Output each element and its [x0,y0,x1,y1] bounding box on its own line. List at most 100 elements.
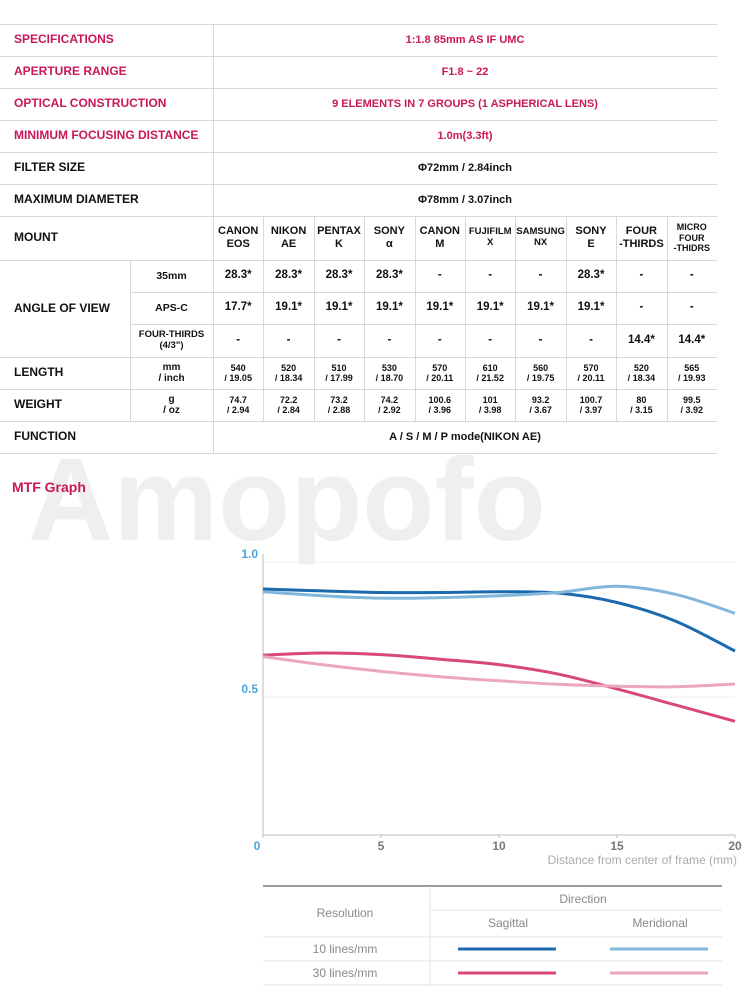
column-rule [414,260,416,292]
column-rule [515,357,517,389]
spec-value-text: 9 ELEMENTS IN 7 GROUPS (1 ASPHERICAL LEN… [332,97,598,110]
mtf-curve [262,587,736,653]
weight-label-text: WEIGHT [14,397,62,412]
angle-value: - [667,260,717,292]
weight-value-text: / 3.67 [529,405,552,415]
weight-value: 74.2/ 2.92 [364,389,414,421]
column-rule [213,152,214,184]
spec-value: 9 ELEMENTS IN 7 GROUPS (1 ASPHERICAL LEN… [213,88,717,120]
spec-label-text: MAXIMUM DIAMETER [14,192,139,207]
spec-label-text: APERTURE RANGE [14,64,127,79]
angle-value-text: - [689,301,694,314]
angle-value-text: - [689,269,694,282]
angle-value-text: 14.4* [678,333,706,346]
angle-value-text: 19.1* [527,301,555,314]
length-value-text: 510 [331,362,347,373]
mount-name-text: -THIRDS [619,238,664,250]
angle-value-text: 17.7* [224,301,252,314]
format-label-text: (4/3") [159,339,184,351]
weight-value: 100.6/ 3.96 [415,389,465,421]
row-rule [0,216,717,217]
column-rule [666,389,668,421]
weight-value-text: / 2.94 [226,405,250,415]
column-rule [515,216,517,260]
length-value: 570/ 20.11 [415,357,465,389]
length-value-text: / 18.34 [627,373,656,383]
angle-value-text: 19.1* [325,301,353,314]
column-rule [616,216,618,260]
spec-label: MAXIMUM DIAMETER [0,184,213,216]
column-rule [616,292,618,324]
spec-value: Φ72mm / 2.84inch [213,152,717,184]
column-rule [213,184,214,216]
angle-value: - [616,260,666,292]
weight-value: 99.5/ 3.92 [667,389,717,421]
length-value-text: / 19.93 [678,373,706,383]
mount-name-text: NX [533,237,548,248]
length-value: 560/ 19.75 [515,357,565,389]
angle-value: - [314,324,364,357]
weight-value-text: 100.6 [428,394,452,405]
row-rule [0,260,717,261]
angle-value-text: - [639,269,644,282]
column-rule [666,324,668,357]
column-rule [515,389,517,421]
length-value-text: / 19.75 [526,373,555,383]
legend-row: 30 lines/mm [313,966,378,980]
weight-value: 72.2/ 2.84 [263,389,313,421]
mount-name-text: EOS [226,238,250,250]
row-rule [0,389,717,390]
y-tick-label: 1.0 [241,547,258,561]
column-rule [213,88,214,120]
weight-value: 93.2/ 3.67 [515,389,565,421]
y-tick-label: 0.5 [241,682,258,696]
spec-label: SPECIFICATIONS [0,24,213,56]
column-rule [313,260,315,292]
angle-value: 19.1* [415,292,465,324]
mount-name: SONY E [566,216,616,260]
angle-value-text: 19.1* [577,301,605,314]
row-rule [0,357,130,358]
weight-unit-text: g [168,393,175,405]
column-rule [565,216,567,260]
row-rule [0,184,717,185]
mtf-curve [262,584,736,615]
length-value-text: 610 [482,362,498,373]
angle-value-text: - [488,269,493,282]
angle-value: 19.1* [566,292,616,324]
column-rule [414,292,416,324]
mount-name-text: CANON [218,225,259,238]
weight-value-text: / 2.92 [378,405,401,415]
spec-value-text: 1.0m(3.3ft) [437,129,493,142]
column-rule [515,260,517,292]
mtf-curve [262,651,736,723]
mount-name: CANON M [415,216,465,260]
mount-name-text: NIKON [270,225,307,238]
column-rule [414,324,416,357]
column-rule [313,357,315,389]
angle-label: ANGLE OF VIEW [0,260,130,357]
column-rule [616,389,618,421]
weight-value: 100.7/ 3.97 [566,389,616,421]
format-label-text: 35mm [156,269,187,282]
length-value-text: / 18.70 [375,373,404,383]
spec-value-text: Φ78mm / 3.07inch [417,193,512,206]
column-rule [213,292,214,324]
angle-value: - [616,292,666,324]
length-value-text: / 20.11 [426,373,454,383]
weight-value: 101/ 3.98 [465,389,515,421]
length-value-text: 560 [533,362,549,373]
legend-row-header: Resolution [317,906,374,920]
legend-column: Sagittal [488,916,528,930]
weight-value-text: / 2.88 [327,405,351,415]
weight-value-text: / 3.92 [680,405,704,415]
column-rule [465,260,466,292]
function-label: FUNCTION [0,421,213,453]
angle-value-text: 28.3* [275,269,303,282]
x-tick-label: 15 [610,839,624,853]
length-label-text: LENGTH [14,365,64,380]
column-rule [213,216,214,260]
length-value-text: 570 [583,362,599,373]
mount-name: PENTAX K [314,216,364,260]
column-rule [616,260,618,292]
